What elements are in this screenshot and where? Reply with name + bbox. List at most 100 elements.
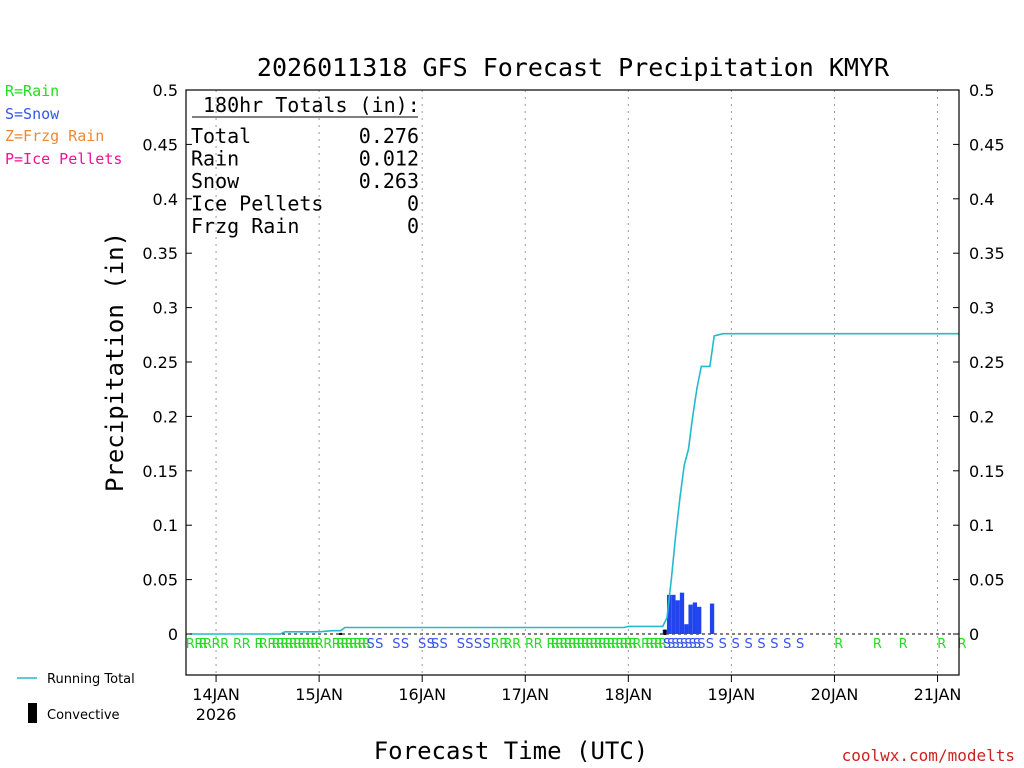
ptype-marker: R [658,637,667,652]
ptype-marker: R [624,637,633,652]
y-tick-label-left: 0.25 [142,353,178,372]
totals-value: 0 [407,214,419,238]
y-tick-label-left: 0.4 [153,190,178,209]
x-tick-label: 18JAN [604,685,652,704]
ptype-marker: S [392,637,400,652]
y-tick-label-left: 0.3 [153,299,178,318]
ptype-marker: R [199,637,208,652]
ptype-marker: S [719,637,727,652]
y-tick-label-left: 0.5 [153,81,178,100]
totals-label: Snow [191,169,240,193]
ptype-marker: R [645,637,654,652]
ptype-marker: S [680,637,688,652]
y-tick-label-right: 0.2 [969,407,994,426]
totals-box: 180hr Totals (in): Total 0.276 Rain 0.012 Sn… [191,93,420,238]
ptype-marker: R [272,637,281,652]
ptype-marker: R [512,637,521,652]
y-tick-label-left: 0.1 [153,516,178,535]
precip-bars [662,592,715,634]
y-tick-label-left: 0 [168,625,178,644]
ptype-marker: R [611,637,620,652]
totals-heading: 180hr Totals (in): [203,93,420,117]
ptype-legend: R=Rain S=Snow Z=Frzg Rain P=Ice Pellets [5,82,122,168]
x-tick-label: 15JAN [295,685,343,704]
ptype-marker: S [474,637,482,652]
grid-lines [215,90,939,675]
ptype-marker: R [358,637,367,652]
precip-bar [675,600,680,634]
ptype-marker: R [306,637,315,652]
x-axis-label: Forecast Time (UTC) [374,737,649,765]
ptype-marker: S [667,637,675,652]
ptype-marker: R [310,637,319,652]
ptype-marker: S [697,637,705,652]
totals-value: 0.012 [359,147,419,171]
ptype-marker: R [254,637,263,652]
ptype-marker: R [654,637,663,652]
ptype-marker: R [598,637,607,652]
y-tick-label-left: 0.15 [142,462,178,481]
precip-bar [692,602,698,634]
totals-value: 0.263 [359,169,419,193]
ptype-marker: S [375,637,383,652]
ptype-marker: R [957,637,966,652]
x-tick-label: 21JAN [914,685,962,704]
y-axis-label: Precipitation (in) [101,232,129,492]
ptype-marker: R [559,637,568,652]
ptype-marker: R [332,637,341,652]
precip-bar [684,624,689,634]
legend-snow: S=Snow [5,105,60,123]
convective-swatch [28,703,37,723]
ptype-marker: R [340,637,349,652]
ptype-marker: S [418,637,426,652]
y-ticks-left: 0 0.05 0.1 0.15 0.2 0.25 0.3 0.35 0.4 0.45 0.5 [142,81,192,644]
y-tick-label-right: 0.25 [969,353,1005,372]
ptype-marker: R [293,637,302,652]
ptype-marker: R [353,637,362,652]
ptype-marker: R [194,637,203,652]
ptype-marker: S [457,637,465,652]
ptype-marker: R [259,637,268,652]
ptype-marker: R [499,637,508,652]
totals-rows: Total 0.276 Rain 0.012 Snow 0.263 Ice Pellets 0… [191,124,419,238]
ptype-marker: R [276,637,285,652]
legend-running-total: Running Total [47,672,135,687]
x-tick-label: 19JAN [708,685,756,704]
convective-bar [663,629,667,635]
y-tick-label-right: 0 [969,625,979,644]
ptype-marker: S [770,637,778,652]
ptype-marker: R [572,637,581,652]
running-total-layer [190,332,959,635]
ptype-marker: S [732,637,740,652]
x-tick-year: 2026 [196,705,237,724]
ptype-marker: S [671,637,679,652]
ptype-marker: R [242,637,251,652]
ptype-marker: S [796,637,804,652]
totals-value: 0 [407,192,419,216]
legend-rain: R=Rain [5,82,59,100]
y-tick-label-left: 0.45 [142,135,178,154]
precip-bar [666,594,672,634]
ptype-marker: R [581,637,590,652]
ptype-marker: R [615,637,624,652]
y-tick-label-left: 0.05 [142,571,178,590]
ptype-marker: R [362,637,371,652]
y-tick-label-right: 0.15 [969,462,1005,481]
ptype-marker: R [336,637,345,652]
ptype-marker: S [427,637,435,652]
ptype-marker: S [401,637,409,652]
convective-bar [339,632,343,635]
ptype-marker: R [504,637,513,652]
ptype-marker: R [873,637,882,652]
precip-bar [709,603,715,634]
ptype-marker: R [650,637,659,652]
ptype-marker: R [267,637,276,652]
ptype-marker: R [937,637,946,652]
y-tick-label-left: 0.35 [142,244,178,263]
y-tick-label-right: 0.1 [969,516,994,535]
ptype-marker: R [323,637,332,652]
ptype-marker: S [706,637,714,652]
ptype-marker: R [620,637,629,652]
